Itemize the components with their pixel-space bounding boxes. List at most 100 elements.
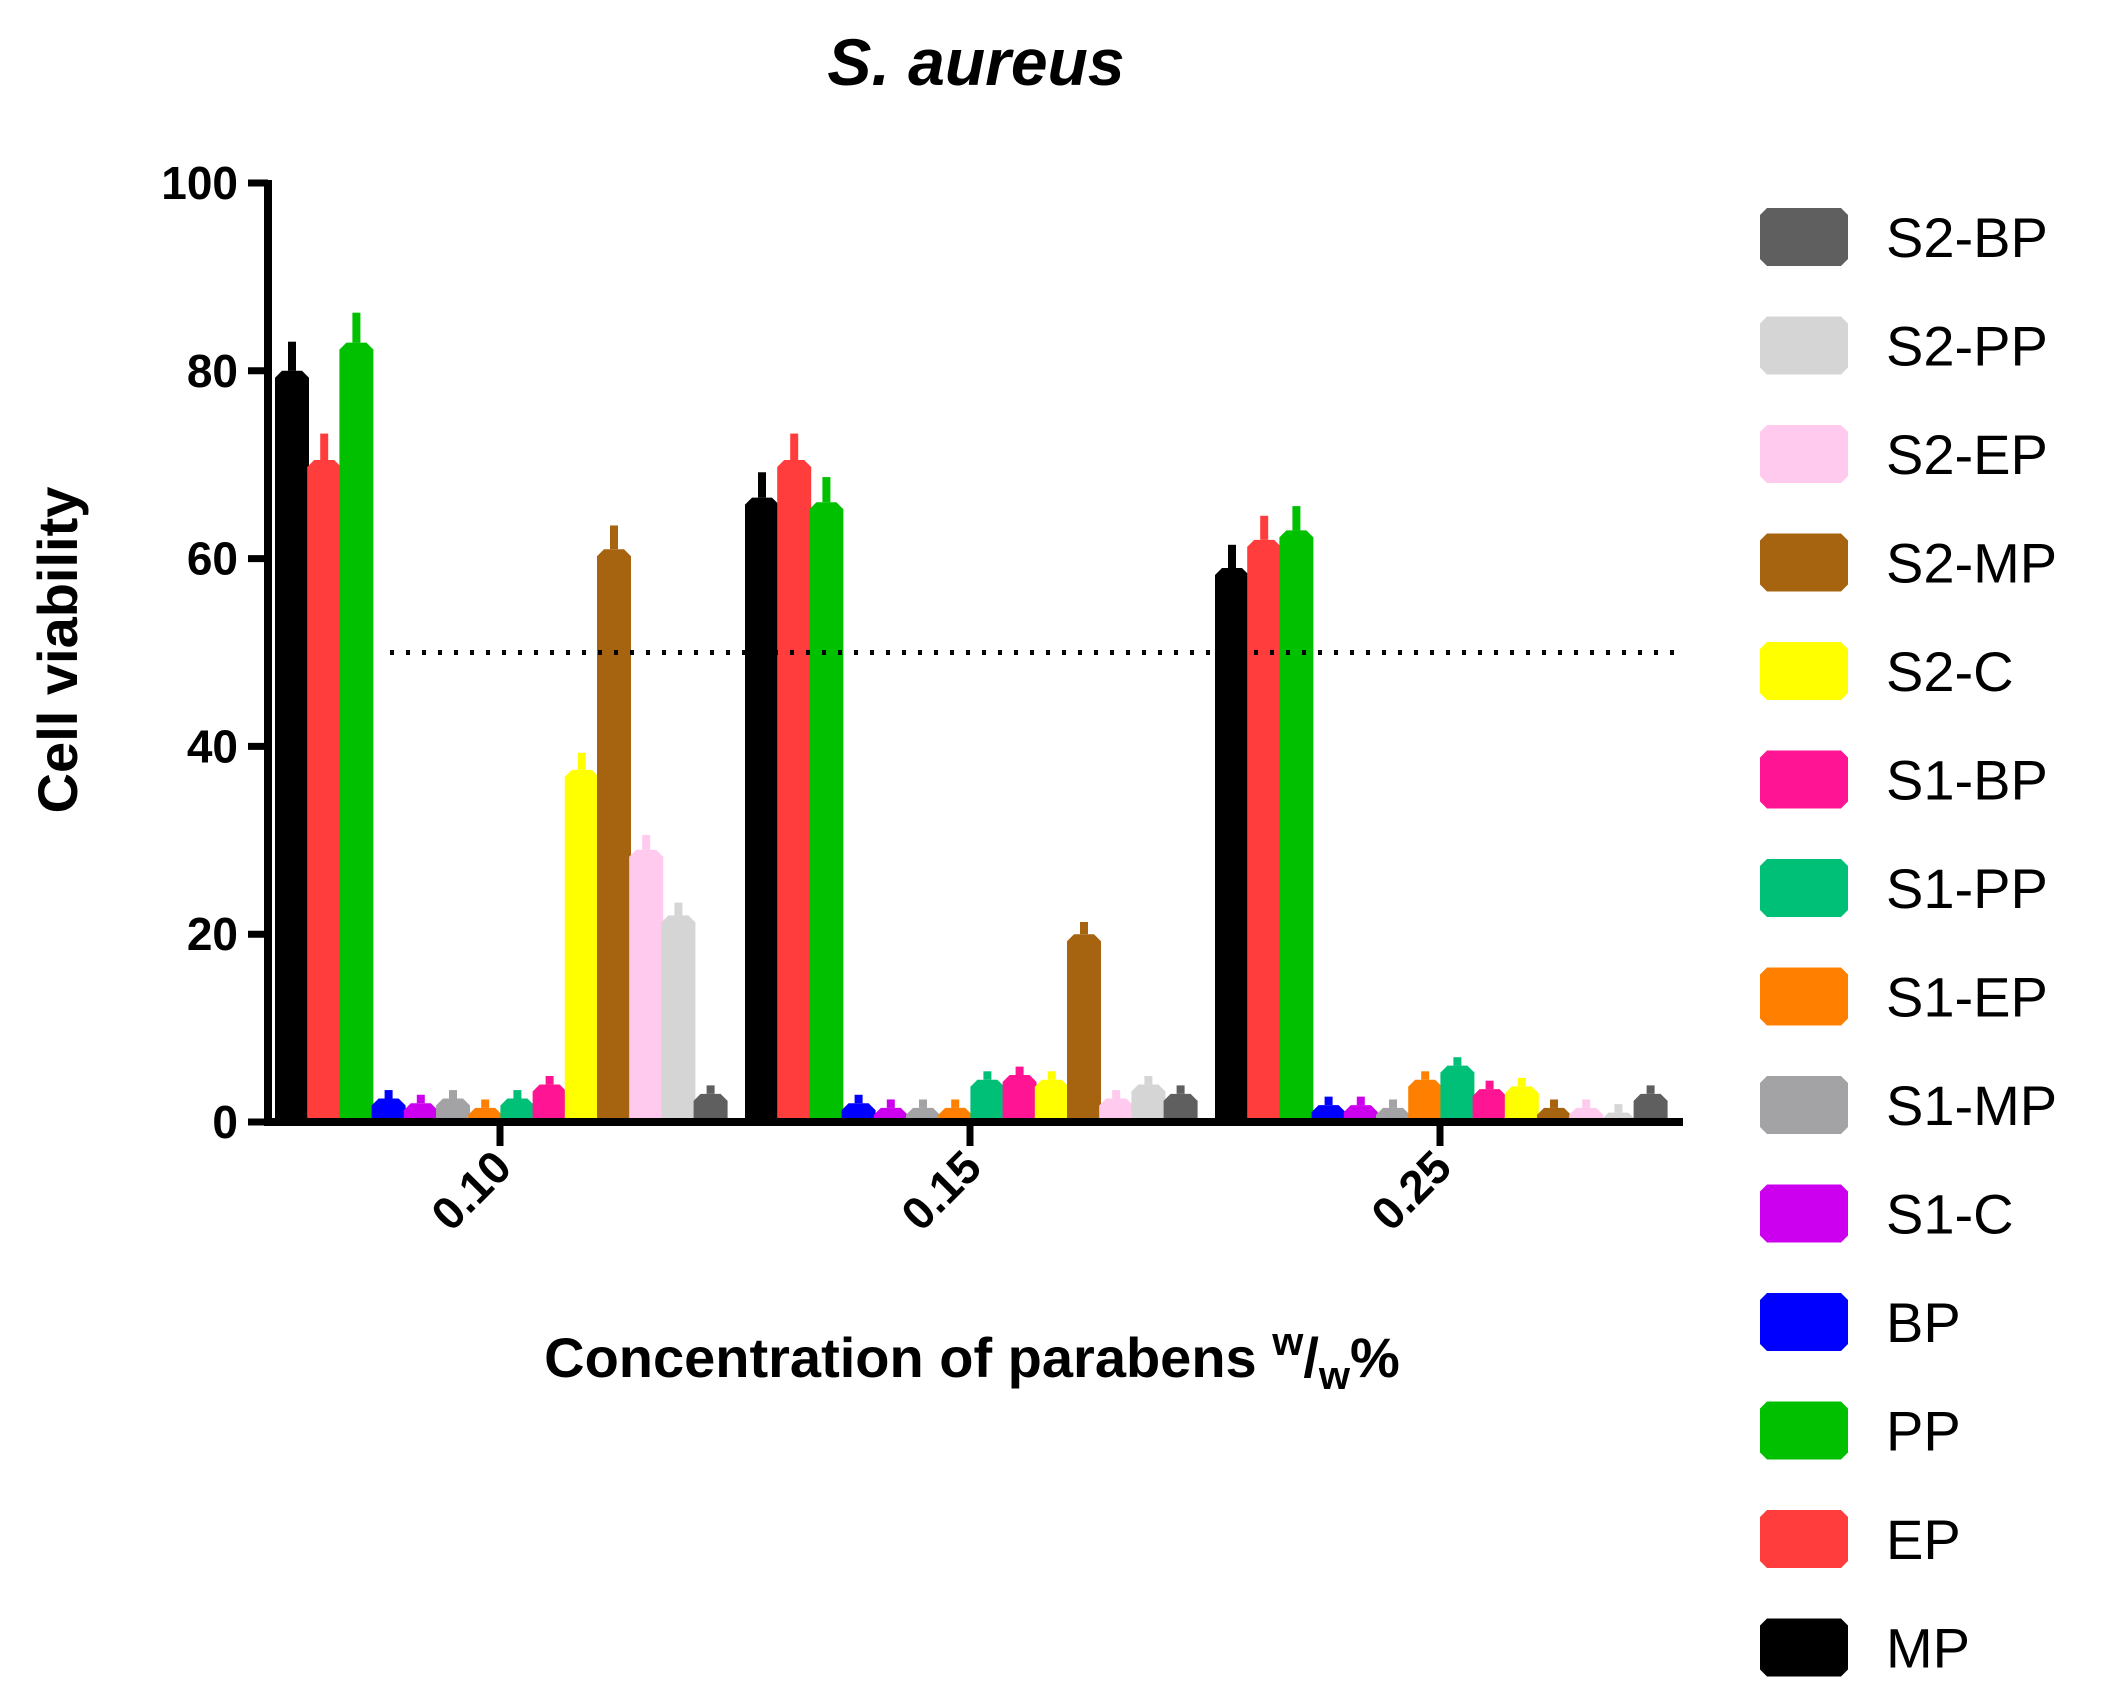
bar: [1440, 1065, 1475, 1122]
legend-item: S1-EP: [1760, 966, 2048, 1029]
legend-label: S1-MP: [1886, 1074, 2057, 1137]
bar: [661, 915, 696, 1122]
error-bar: [822, 477, 831, 503]
bar: [1472, 1089, 1507, 1122]
error-bar: [513, 1090, 522, 1099]
bar: [1633, 1093, 1668, 1122]
legend-item: S1-MP: [1760, 1074, 2057, 1137]
error-bar: [1485, 1080, 1494, 1090]
bar: [629, 849, 664, 1122]
error-bar: [1112, 1090, 1121, 1099]
y-tick-label: 60: [187, 533, 238, 585]
bar: [339, 342, 374, 1122]
error-bar: [288, 341, 296, 371]
legend-swatch: [1760, 316, 1848, 375]
x-tick-label: 0.15: [891, 1140, 991, 1240]
error-bar: [1356, 1096, 1365, 1106]
error-bar: [1646, 1085, 1655, 1094]
legend-swatch: [1760, 642, 1848, 700]
legend-swatch: [1760, 859, 1848, 917]
error-bar: [1614, 1104, 1623, 1113]
bar: [970, 1079, 1005, 1122]
legend-label: S1-PP: [1886, 857, 2048, 920]
legend-swatch: [1760, 1618, 1848, 1677]
x-axis-label-main: Concentration of parabens: [544, 1326, 1272, 1389]
error-bar: [1292, 506, 1301, 531]
y-tick-label: 40: [187, 720, 238, 772]
x-tick-label: 0.25: [1361, 1140, 1461, 1240]
legend-swatch: [1760, 425, 1848, 483]
bar: [693, 1093, 728, 1122]
legend-label: S1-BP: [1886, 749, 2048, 812]
legend-swatch: [1760, 1510, 1848, 1568]
error-bar: [1324, 1096, 1333, 1106]
error-bar: [1260, 515, 1269, 540]
y-axis-label: Cell viability: [26, 487, 89, 814]
error-bar: [1047, 1071, 1056, 1080]
error-bar: [886, 1099, 895, 1108]
bar: [275, 370, 309, 1122]
error-bar: [1015, 1066, 1024, 1076]
legend-label: S1-EP: [1886, 966, 2048, 1029]
legend-swatch: [1760, 208, 1848, 266]
legend-item: BP: [1760, 1291, 1961, 1354]
legend-label: S1-C: [1886, 1183, 2014, 1246]
bar: [1163, 1093, 1198, 1122]
legend-label: BP: [1886, 1291, 1961, 1354]
bar: [1343, 1105, 1378, 1122]
error-bar: [1517, 1077, 1526, 1087]
error-bar: [1550, 1099, 1558, 1108]
bar: [403, 1103, 438, 1122]
bar: [1067, 934, 1101, 1122]
y-axis: 0 20 40 60 80 100: [161, 157, 272, 1148]
error-bar: [1389, 1099, 1397, 1108]
legend-item: S2-PP: [1760, 315, 2048, 378]
error-bar: [642, 834, 651, 850]
error-bar: [449, 1090, 457, 1099]
x-axis-label-sup: w: [1271, 1320, 1304, 1364]
bar: [745, 497, 779, 1122]
legend-label: EP: [1886, 1508, 1961, 1571]
bar: [1247, 539, 1282, 1122]
legend-swatch: [1760, 533, 1848, 592]
bar: [841, 1103, 876, 1122]
error-bar: [854, 1094, 863, 1104]
error-bar: [674, 902, 683, 916]
legend-item: S1-PP: [1760, 857, 2048, 920]
legend-label: S2-BP: [1886, 206, 2048, 269]
error-bar: [1228, 544, 1236, 568]
bar: [1311, 1105, 1346, 1122]
bar: [436, 1098, 470, 1122]
error-bar: [416, 1094, 425, 1104]
legend-item: PP: [1760, 1400, 1961, 1463]
error-bar: [1421, 1071, 1430, 1080]
bar: [1215, 567, 1249, 1122]
bars-layer: [275, 312, 1668, 1122]
error-bar: [384, 1090, 393, 1099]
error-bar: [1582, 1099, 1591, 1108]
bar: [777, 460, 812, 1122]
bar: [1131, 1084, 1166, 1122]
error-bar: [706, 1085, 715, 1094]
bar: [532, 1084, 567, 1122]
legend-swatch: [1760, 1184, 1848, 1243]
error-bar: [577, 752, 586, 770]
bar: [1034, 1079, 1069, 1122]
legend-label: S2-MP: [1886, 532, 2057, 595]
error-bar: [481, 1099, 490, 1108]
legend-label: S2-EP: [1886, 423, 2048, 486]
legend-item: S1-C: [1760, 1183, 2014, 1246]
bar: [564, 769, 599, 1122]
error-bar: [983, 1071, 992, 1080]
legend-item: S2-EP: [1760, 423, 2048, 486]
error-bar: [790, 433, 799, 461]
y-tick-label: 100: [161, 157, 238, 209]
legend: S2-BP S2-PP S2-EP S2-MP S2-C S1-BP S1-PP S1-EP S…: [1760, 206, 2057, 1680]
x-axis-label-slash: /: [1303, 1326, 1319, 1389]
x-axis-label: Concentration of parabens w/w%: [544, 1320, 1400, 1398]
error-bar: [610, 525, 618, 550]
legend-item: S2-BP: [1760, 206, 2048, 269]
x-axis: 0.10 0.15 0.25: [264, 1118, 1683, 1240]
bar: [500, 1098, 535, 1122]
